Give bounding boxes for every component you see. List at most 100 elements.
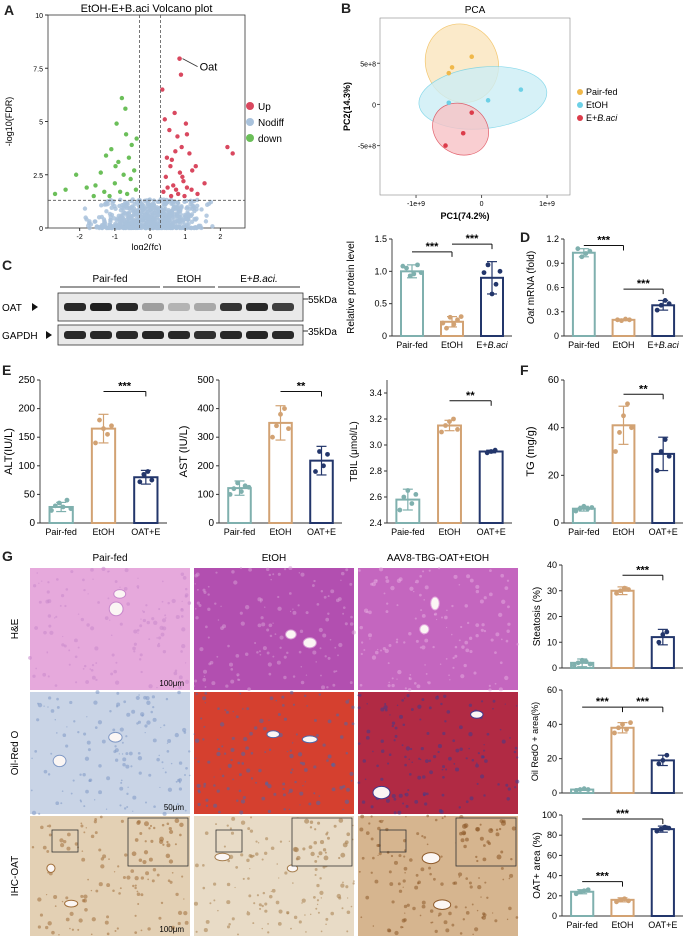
histology-texture: [303, 694, 307, 698]
zoom-inset-texture: [325, 832, 328, 836]
histology-texture: [37, 925, 42, 929]
histology-texture: [457, 872, 463, 877]
histology-texture: [506, 918, 509, 921]
histology-texture: [257, 623, 262, 628]
zoom-inset-texture: [314, 859, 318, 863]
oilredo-datapoint: [573, 788, 579, 793]
histology-texture: [122, 762, 126, 767]
tbil-datapoint: [413, 492, 419, 497]
histology-texture: [320, 930, 323, 933]
histology-texture: [415, 579, 419, 584]
histology-texture: [433, 877, 436, 881]
histology-texture: [420, 746, 424, 751]
ast-datapoint: [282, 406, 287, 411]
histology-texture: [455, 767, 460, 772]
histology-texture: [54, 905, 57, 907]
histology-texture: [309, 913, 312, 916]
histology-texture: [404, 793, 406, 795]
histology-texture: [299, 804, 301, 806]
histology-texture: [474, 927, 479, 932]
panel-label-g: G: [2, 548, 13, 564]
blot-band: [168, 303, 190, 311]
zoom-inset-texture: [136, 820, 141, 825]
ast-category-label: EtOH: [269, 527, 291, 537]
blot-group-label: Pair-fed: [92, 274, 127, 285]
histology-texture: [70, 570, 74, 574]
histology-texture: [97, 720, 103, 725]
histology-texture: [377, 826, 381, 831]
histology-texture: [334, 646, 337, 649]
histology-texture: [138, 658, 142, 661]
histology-texture: [360, 652, 363, 656]
histology-texture: [250, 777, 254, 780]
histology-texture: [277, 921, 282, 926]
histology-texture: [247, 877, 250, 880]
histology-texture: [246, 858, 250, 863]
histology-texture: [452, 656, 455, 660]
histology-texture: [340, 579, 342, 582]
histology-texture: [349, 681, 353, 684]
histology-texture: [254, 642, 257, 645]
histology-texture: [508, 906, 512, 911]
histology-texture: [387, 662, 390, 665]
histology-vessel: [419, 624, 430, 635]
histology-texture: [331, 787, 336, 792]
histology-texture: [161, 761, 164, 764]
alt-datapoint: [68, 506, 74, 512]
tg-datapoint: [625, 401, 630, 407]
histology-texture: [255, 781, 258, 784]
histology-texture: [316, 899, 320, 902]
histology-texture: [226, 787, 230, 791]
histology-texture: [158, 916, 162, 920]
histology-texture: [105, 808, 108, 810]
histology-texture: [229, 827, 232, 830]
protein-datapoint: [458, 314, 464, 319]
histology-texture: [304, 768, 308, 772]
histology-texture: [239, 566, 243, 570]
histology-texture: [205, 919, 210, 924]
histology-texture: [385, 579, 390, 583]
histology-texture: [481, 915, 486, 920]
steatosis-datapoint: [587, 661, 593, 667]
tg-ytick-label: 60: [548, 375, 560, 386]
histology-texture: [500, 573, 505, 578]
histology-texture: [451, 604, 454, 608]
histology-texture: [195, 863, 199, 868]
volcano-point-nodiff: [96, 215, 102, 220]
histology-texture: [417, 704, 422, 709]
blot-band: [116, 331, 138, 339]
protein-ytick-label: 0.5: [374, 299, 387, 309]
histology-texture: [394, 930, 399, 936]
histology-texture: [408, 772, 412, 776]
oat_mrna-ytick-label: 0.6: [546, 283, 559, 293]
histology-texture: [514, 786, 517, 789]
histology-texture: [441, 768, 444, 771]
histology-texture: [350, 615, 353, 619]
histology-texture: [205, 625, 208, 629]
zoom-inset-texture: [338, 856, 341, 860]
histology-texture: [230, 758, 233, 762]
volcano-xtick-label: -2: [77, 234, 83, 241]
histology-texture: [446, 609, 448, 612]
histology-texture: [472, 933, 474, 936]
histology-texture: [421, 835, 424, 838]
histology-texture: [500, 638, 503, 641]
histology-texture: [42, 672, 47, 677]
histology-texture: [223, 845, 226, 848]
histology-texture: [422, 570, 425, 573]
oat_mrna-ytick-label: 0: [554, 331, 559, 341]
histology-texture: [443, 694, 447, 698]
volcano-point-nodiff: [175, 217, 180, 222]
histology-vessel: [421, 852, 441, 865]
histology-texture: [476, 909, 479, 912]
histology-texture: [183, 911, 188, 916]
histology-texture: [403, 866, 408, 871]
histology-texture: [359, 683, 363, 687]
histology-texture: [261, 796, 266, 801]
tbil-datapoint: [488, 449, 494, 454]
scale-bar-label: 100μm: [159, 679, 184, 688]
histology-texture: [274, 633, 277, 636]
alt-datapoint: [49, 508, 54, 513]
histology-texture: [372, 856, 375, 860]
blot-band: [142, 331, 164, 339]
